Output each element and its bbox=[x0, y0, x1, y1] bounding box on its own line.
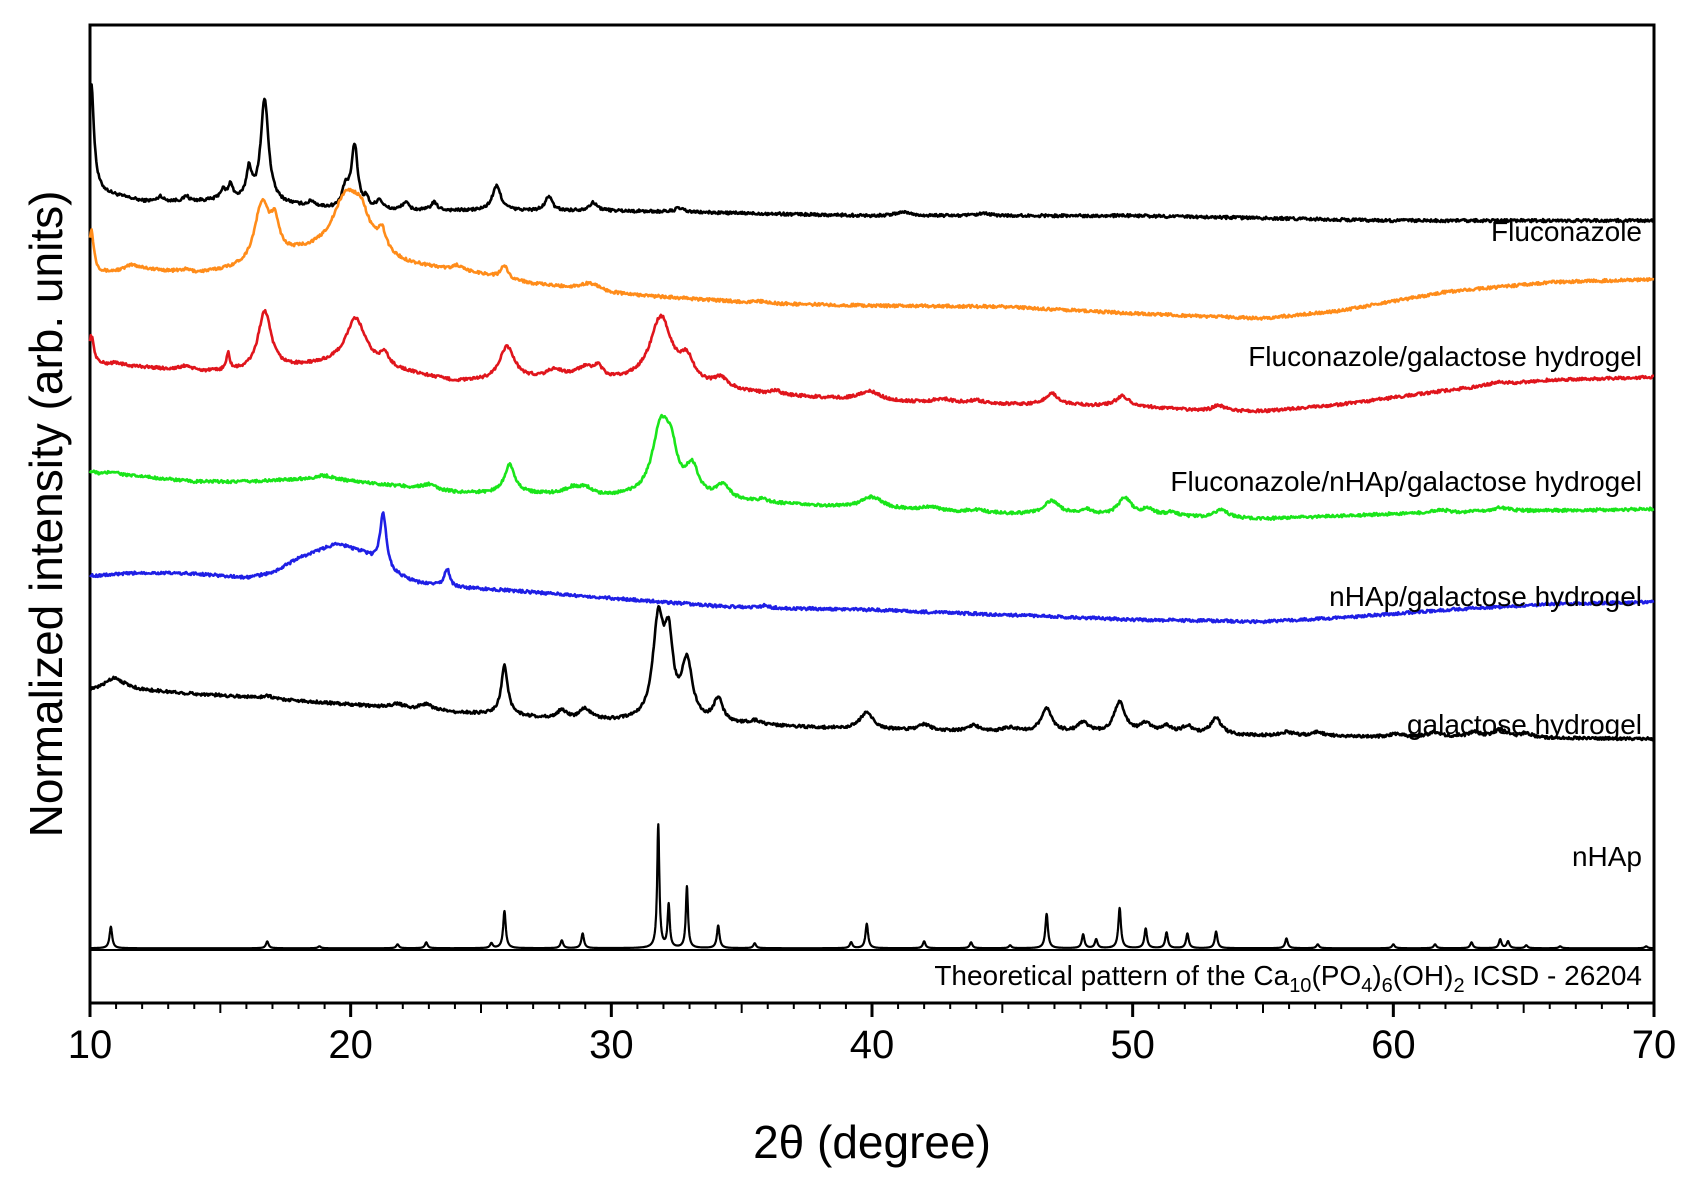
x-tick-label-10: 10 bbox=[68, 1023, 113, 1067]
x-tick-labels: 10 20 30 40 50 60 70 bbox=[68, 1023, 1677, 1067]
x-tick-label-70: 70 bbox=[1632, 1023, 1677, 1067]
trace-fluconazole bbox=[88, 83, 1655, 224]
trace-nhap-galactose-hydrogel bbox=[88, 413, 1655, 521]
trace-theoretical-pattern bbox=[89, 823, 1655, 950]
x-tick-label-60: 60 bbox=[1371, 1023, 1416, 1067]
series-layer bbox=[88, 83, 1655, 950]
trace-nhap bbox=[89, 605, 1655, 742]
label-nhap: nHAp bbox=[1572, 841, 1642, 872]
x-ticks bbox=[88, 1003, 1656, 1017]
label-fluconazole-nhap-galactose-hydrogel: Fluconazole/nHAp/galactose hydrogel bbox=[1170, 466, 1642, 497]
x-axis-title: 2θ (degree) bbox=[753, 1116, 991, 1168]
label-galactose-hydrogel: galactose hydrogel bbox=[1407, 709, 1642, 740]
label-fluconazole-galactose-hydrogel: Fluconazole/galactose hydrogel bbox=[1248, 341, 1642, 372]
x-tick-label-20: 20 bbox=[328, 1023, 373, 1067]
x-tick-label-30: 30 bbox=[589, 1023, 634, 1067]
label-fluconazole: Fluconazole bbox=[1491, 216, 1642, 247]
trace-fluconazole-nhap-galactose-hydrogel bbox=[88, 308, 1655, 414]
label-theoretical-pattern: Theoretical pattern of the Ca10(PO4)6(OH… bbox=[934, 960, 1642, 997]
trace-galactose-hydrogel bbox=[88, 511, 1655, 625]
trace-fluconazole-galactose-hydrogel bbox=[88, 187, 1655, 321]
x-tick-label-40: 40 bbox=[850, 1023, 895, 1067]
y-axis-title: Normalized intensity (arb. units) bbox=[20, 191, 72, 838]
x-tick-label-50: 50 bbox=[1110, 1023, 1155, 1067]
label-nhap-galactose-hydrogel: nHAp/galactose hydrogel bbox=[1329, 581, 1642, 612]
